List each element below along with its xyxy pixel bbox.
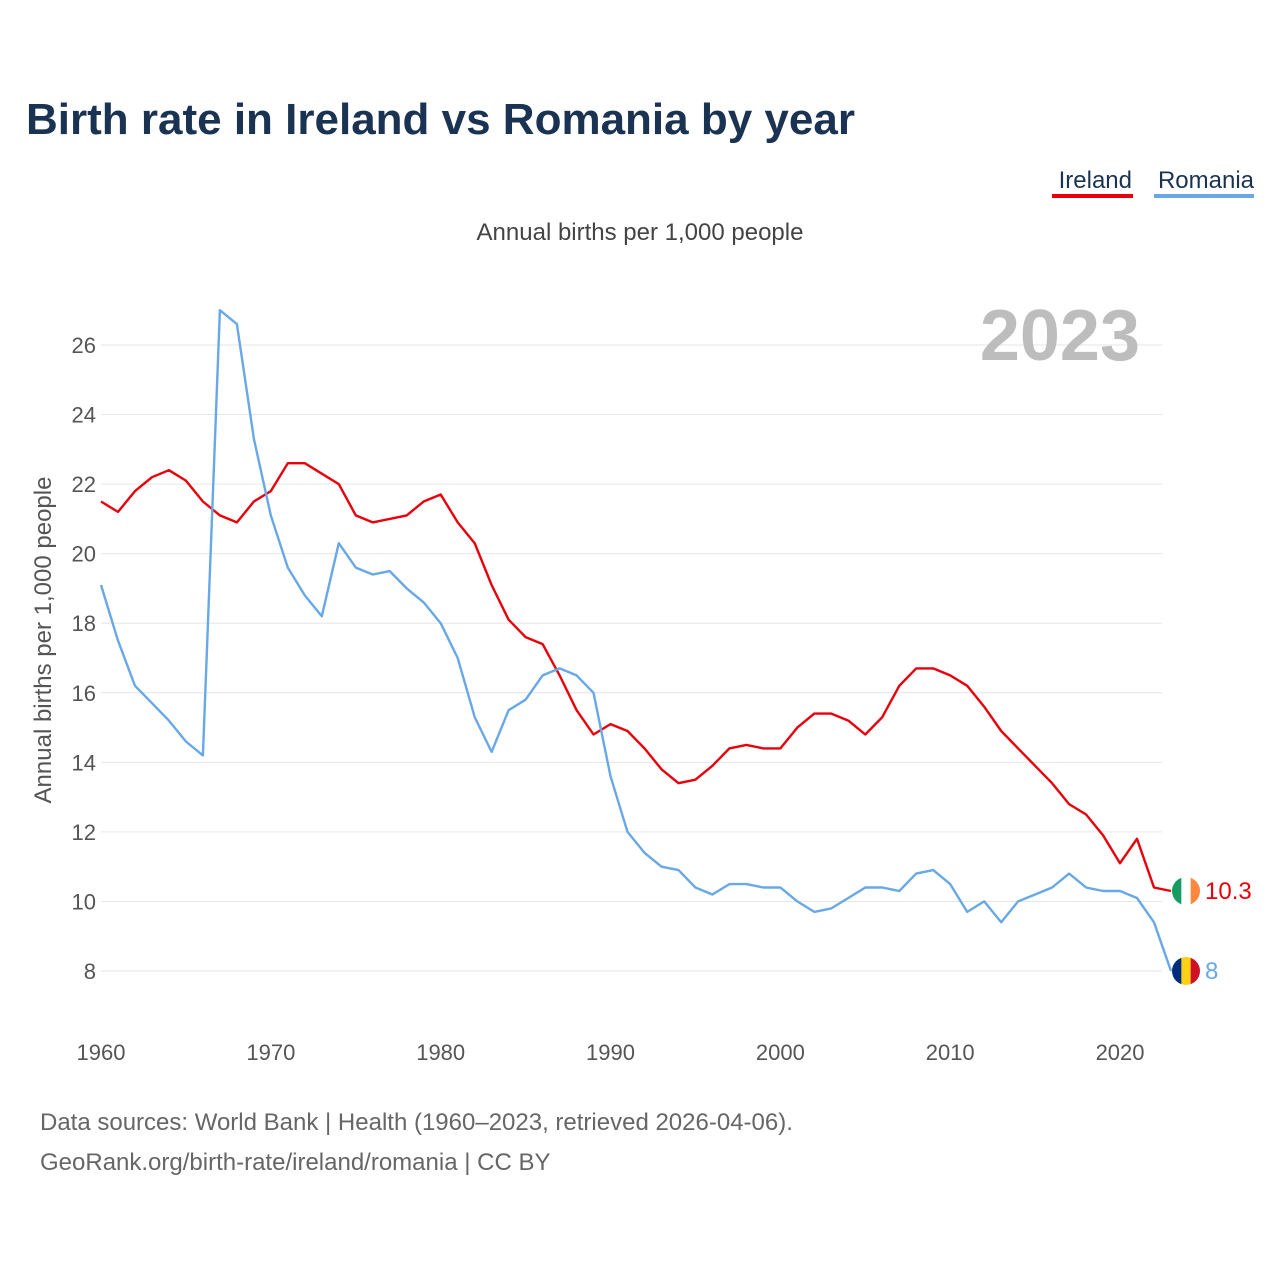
x-tick-label: 2010	[926, 1040, 975, 1065]
year-watermark: 2023	[980, 296, 1140, 376]
y-tick-label: 16	[72, 681, 96, 706]
y-tick-label: 10	[72, 889, 96, 914]
y-tick-label: 20	[72, 542, 96, 567]
x-tick-label: 1970	[246, 1040, 295, 1065]
x-tick-label: 2020	[1096, 1040, 1145, 1065]
source-line-1: Data sources: World Bank | Health (1960–…	[40, 1109, 793, 1136]
y-tick-label: 14	[72, 750, 96, 775]
y-tick-label: 24	[72, 403, 96, 428]
end-markers: 10.38	[1172, 877, 1252, 985]
chart-subtitle: Annual births per 1,000 people	[477, 219, 804, 246]
chart-title: Birth rate in Ireland vs Romania by year	[26, 95, 855, 144]
end-label-romania: 8	[1205, 958, 1218, 985]
series-lines	[99, 309, 1173, 972]
end-label-ireland: 10.3	[1205, 878, 1252, 905]
legend-label-ireland[interactable]: Ireland	[1059, 167, 1132, 194]
y-tick-label: 26	[72, 333, 96, 358]
y-axis-ticks: 8 10 12 14 16 18 20 22 24 26	[72, 333, 96, 984]
x-tick-label: 2000	[756, 1040, 805, 1065]
y-tick-label: 12	[72, 820, 96, 845]
legend: Ireland Romania	[1052, 167, 1255, 198]
x-tick-label: 1980	[416, 1040, 465, 1065]
y-tick-label: 8	[84, 959, 96, 984]
y-tick-label: 18	[72, 611, 96, 636]
ireland-flag-icon	[1172, 877, 1200, 906]
x-axis-ticks: 1960 1970 1980 1990 2000 2010 2020	[77, 1040, 1145, 1065]
gridlines	[101, 344, 1162, 972]
y-axis-label: Annual births per 1,000 people	[30, 477, 57, 804]
x-tick-label: 1960	[77, 1040, 126, 1065]
legend-item-ireland[interactable]: Ireland	[1052, 167, 1133, 198]
x-tick-label: 1990	[586, 1040, 635, 1065]
series-line-ireland	[100, 462, 1172, 893]
romania-flag-icon	[1172, 957, 1200, 985]
y-tick-label: 22	[72, 472, 96, 497]
series-line-romania	[99, 309, 1173, 972]
legend-item-romania[interactable]: Romania	[1154, 167, 1255, 198]
source-line-2: GeoRank.org/birth-rate/ireland/romania |…	[40, 1149, 550, 1176]
legend-label-romania[interactable]: Romania	[1158, 167, 1255, 194]
